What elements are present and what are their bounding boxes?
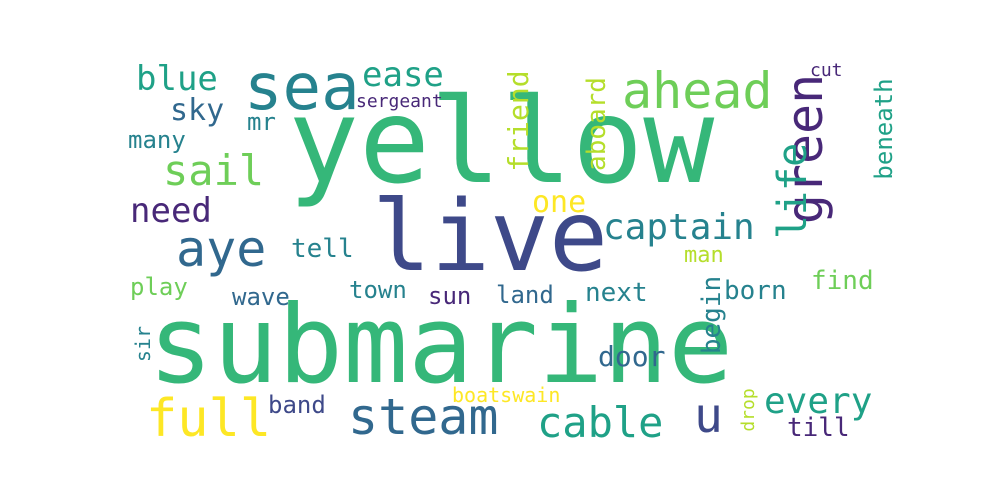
word-town: town bbox=[349, 276, 407, 304]
word-band: band bbox=[268, 391, 326, 419]
word-sergeant: sergeant bbox=[356, 91, 443, 112]
word-cut: cut bbox=[810, 60, 843, 81]
word-next: next bbox=[585, 278, 648, 308]
word-one: one bbox=[532, 185, 587, 220]
word-sea: sea bbox=[244, 51, 360, 125]
word-need: need bbox=[130, 191, 212, 231]
word-captain: captain bbox=[603, 207, 755, 248]
word-u: u bbox=[694, 388, 723, 444]
word-sail: sail bbox=[163, 146, 265, 195]
word-sun: sun bbox=[428, 282, 472, 310]
word-aye: aye bbox=[176, 220, 267, 278]
word-friend: friend bbox=[502, 70, 535, 172]
word-till: till bbox=[787, 413, 850, 443]
word-yellow: yellow bbox=[288, 72, 715, 210]
word-born: born bbox=[724, 276, 787, 306]
word-aboard: aboard bbox=[582, 77, 612, 171]
word-wave: wave bbox=[232, 283, 290, 311]
word-man: man bbox=[684, 243, 724, 268]
word-tell: tell bbox=[291, 234, 354, 264]
word-find: find bbox=[811, 266, 874, 296]
word-live: live bbox=[372, 180, 609, 294]
word-full: full bbox=[146, 389, 272, 449]
word-many: many bbox=[128, 126, 186, 154]
word-ease: ease bbox=[362, 55, 444, 95]
word-sir: sir bbox=[131, 325, 155, 363]
word-life: life bbox=[770, 142, 816, 240]
word-every: every bbox=[764, 381, 873, 422]
word-blue: blue bbox=[136, 59, 218, 99]
word-mr: mr bbox=[247, 108, 276, 136]
word-sky: sky bbox=[170, 93, 225, 128]
word-cable: cable bbox=[537, 398, 664, 447]
word-land: land bbox=[496, 281, 554, 309]
word-play: play bbox=[130, 273, 188, 301]
word-begin: begin bbox=[697, 275, 727, 355]
word-ahead: ahead bbox=[622, 62, 773, 120]
word-drop: drop bbox=[738, 388, 759, 432]
word-submarine: submarine bbox=[148, 283, 734, 408]
word-beneath: beneath bbox=[870, 78, 898, 180]
word-boatswain: boatswain bbox=[452, 383, 561, 407]
word-steam: steam bbox=[348, 388, 499, 446]
word-door: door bbox=[598, 340, 666, 373]
